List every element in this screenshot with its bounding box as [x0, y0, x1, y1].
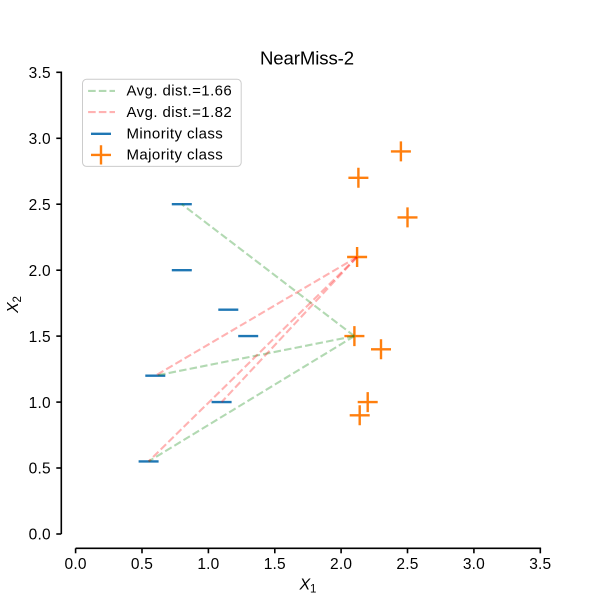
svg-text:1: 1: [310, 584, 316, 596]
svg-text:2.0: 2.0: [330, 556, 352, 573]
svg-text:2: 2: [12, 296, 24, 302]
svg-text:1.0: 1.0: [29, 395, 51, 412]
svg-text:1.5: 1.5: [264, 556, 286, 573]
svg-text:3.0: 3.0: [463, 556, 485, 573]
svg-text:3.5: 3.5: [29, 65, 51, 82]
svg-text:3.5: 3.5: [529, 556, 551, 573]
svg-text:1.5: 1.5: [29, 329, 51, 346]
svg-text:0.0: 0.0: [29, 527, 51, 544]
svg-text:0.5: 0.5: [131, 556, 153, 573]
svg-text:Minority class: Minority class: [127, 125, 224, 142]
svg-text:Majority class: Majority class: [127, 147, 224, 164]
svg-text:X: X: [299, 577, 312, 594]
svg-text:2.5: 2.5: [396, 556, 418, 573]
svg-text:NearMiss-2: NearMiss-2: [260, 47, 354, 68]
svg-text:0.0: 0.0: [65, 556, 87, 573]
svg-text:X: X: [5, 301, 22, 314]
svg-text:2.5: 2.5: [29, 197, 51, 214]
svg-text:0.5: 0.5: [29, 461, 51, 478]
svg-text:1.0: 1.0: [197, 556, 219, 573]
svg-text:Avg. dist.=1.82: Avg. dist.=1.82: [127, 104, 233, 121]
svg-text:3.0: 3.0: [29, 131, 51, 148]
svg-text:Avg. dist.=1.66: Avg. dist.=1.66: [127, 83, 233, 100]
svg-text:2.0: 2.0: [29, 263, 51, 280]
